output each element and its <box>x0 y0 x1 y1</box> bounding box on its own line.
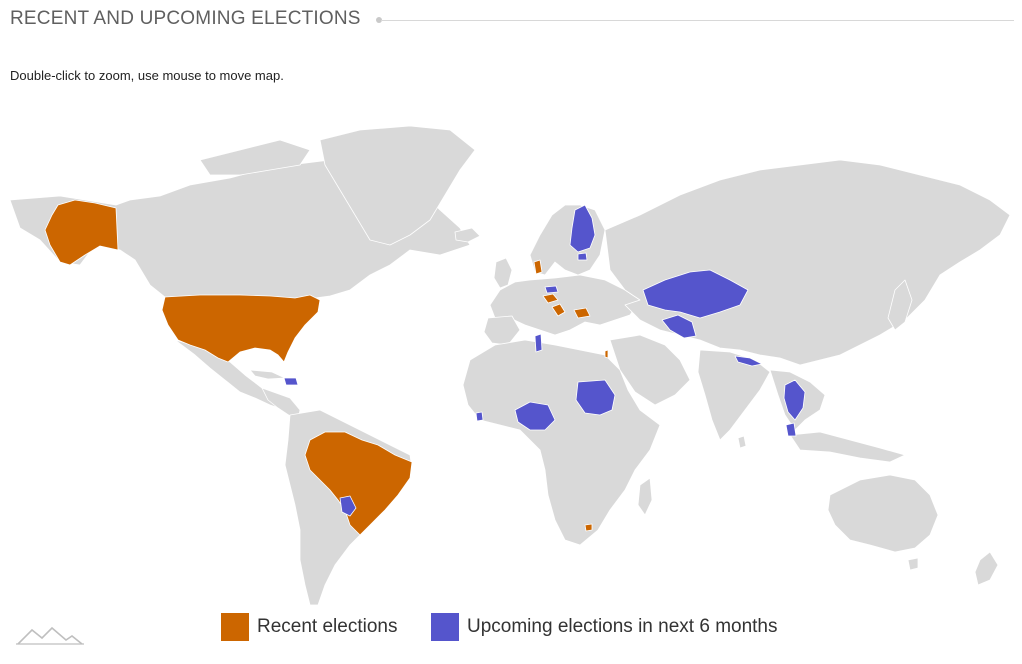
map-instructions: Double-click to zoom, use mouse to move … <box>10 68 284 83</box>
title-rule-dot <box>376 17 382 23</box>
legend-swatch-recent <box>221 613 249 641</box>
legend-item-recent[interactable]: Recent elections <box>221 612 397 642</box>
land-sri-lanka[interactable] <box>737 435 747 449</box>
land-japan[interactable] <box>887 279 913 331</box>
legend-item-upcoming[interactable]: Upcoming elections in next 6 months <box>431 612 778 642</box>
map-legend: Recent elections Upcoming elections in n… <box>0 612 1022 644</box>
land-tasmania[interactable] <box>907 557 919 571</box>
land-arctic-islands[interactable] <box>199 139 311 176</box>
country-sudan[interactable] <box>575 379 616 416</box>
country-lesotho[interactable] <box>584 523 593 532</box>
land-middle-east[interactable] <box>609 334 691 406</box>
land-iberia[interactable] <box>483 315 521 346</box>
country-united-states[interactable] <box>161 294 321 363</box>
country-israel[interactable] <box>604 349 609 359</box>
land-madagascar[interactable] <box>637 477 653 516</box>
country-dominican-republic[interactable] <box>283 377 299 386</box>
land-europe[interactable] <box>489 274 641 336</box>
country-finland[interactable] <box>569 204 596 253</box>
land-uk[interactable] <box>493 257 513 289</box>
country-bulgaria[interactable] <box>573 307 591 319</box>
country-austria[interactable] <box>542 293 559 304</box>
recent-elections-layer <box>44 199 609 536</box>
land-scandinavia[interactable] <box>529 204 606 276</box>
country-thailand[interactable] <box>783 379 806 421</box>
legend-swatch-upcoming <box>431 613 459 641</box>
mountain-logo-icon[interactable] <box>16 624 86 646</box>
country-nigeria[interactable] <box>514 401 556 431</box>
legend-label-upcoming: Upcoming elections in next 6 months <box>467 616 778 637</box>
country-alaska[interactable] <box>44 199 119 266</box>
upcoming-elections-layer <box>283 204 806 517</box>
chart-header: RECENT AND UPCOMING ELECTIONS <box>10 8 1014 34</box>
land-layer <box>9 125 1011 606</box>
land-indonesia[interactable] <box>789 431 906 463</box>
title-rule <box>381 20 1014 21</box>
country-sierra-leone[interactable] <box>475 411 484 422</box>
land-australia[interactable] <box>827 474 939 553</box>
page-title: RECENT AND UPCOMING ELECTIONS <box>10 8 361 29</box>
country-paraguay[interactable] <box>339 495 357 517</box>
land-greenland[interactable] <box>319 125 476 246</box>
country-malaysia[interactable] <box>785 422 797 437</box>
country-uzbekistan[interactable] <box>661 314 697 339</box>
country-tunisia[interactable] <box>534 333 543 353</box>
country-estonia[interactable] <box>577 252 588 261</box>
country-denmark[interactable] <box>533 259 543 275</box>
world-map[interactable] <box>0 90 1022 610</box>
country-brazil[interactable] <box>304 431 413 536</box>
land-new-zealand[interactable] <box>974 551 999 586</box>
legend-label-recent: Recent elections <box>257 616 398 637</box>
land-iceland[interactable] <box>454 227 481 243</box>
country-czech-republic[interactable] <box>544 285 559 294</box>
country-croatia[interactable] <box>551 303 566 317</box>
land-asia[interactable] <box>604 159 1011 366</box>
land-cuba[interactable] <box>249 369 286 380</box>
country-kazakhstan[interactable] <box>642 269 749 319</box>
country-nepal[interactable] <box>734 355 763 367</box>
